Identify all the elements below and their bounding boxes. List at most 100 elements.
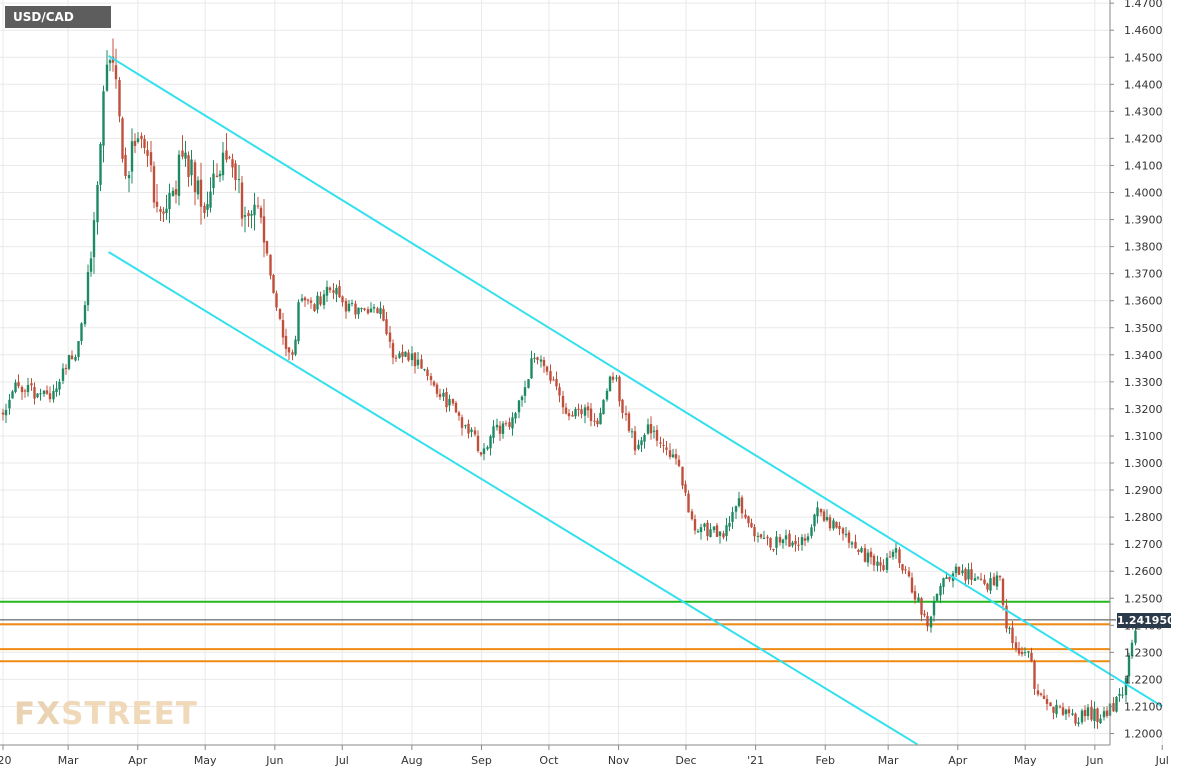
candle-body-down <box>133 140 137 146</box>
candle-body-up <box>1055 704 1058 715</box>
candle-body-down <box>986 583 989 590</box>
candle-body-down <box>149 152 153 166</box>
candle-body-down <box>561 395 565 408</box>
candle-body-down <box>467 423 470 434</box>
candle-body-up <box>1130 642 1134 656</box>
candle-body-up <box>206 203 209 210</box>
candle-body-down <box>555 379 558 387</box>
candle-body-up <box>470 429 473 433</box>
candle-body-down <box>225 150 228 160</box>
candle-body-up <box>756 535 760 537</box>
candle-body-down <box>313 304 316 312</box>
candle-body-down <box>983 579 986 584</box>
candle-body-down <box>693 519 697 531</box>
candle-body-down <box>420 359 423 369</box>
candle-body-down <box>1061 707 1065 715</box>
candle-body-up <box>945 577 948 579</box>
candle-body-up <box>218 173 222 177</box>
candle-body-down <box>835 522 838 528</box>
candle-body-down <box>722 533 725 538</box>
candle-body-down <box>354 303 357 315</box>
trendline-channel-lower <box>108 251 918 746</box>
candle-body-down <box>1096 708 1099 723</box>
candle-body-up <box>39 393 42 395</box>
channel-trendlines <box>108 55 1163 746</box>
candle-body-down <box>1036 690 1040 695</box>
candle-body-up <box>1115 697 1118 712</box>
candle-body-down <box>20 386 24 393</box>
candle-body-down <box>854 541 857 549</box>
candle-body-down <box>1052 706 1055 713</box>
candle-body-down <box>287 347 291 353</box>
candle-body-down <box>193 162 197 193</box>
candle-body-up <box>86 272 90 306</box>
candle-body-up <box>891 551 895 557</box>
candle-body-up <box>347 303 351 312</box>
candle-body-up <box>832 520 835 529</box>
y-tick-label: 1.4300 <box>1124 105 1163 118</box>
candle-body-down <box>687 493 690 513</box>
candle-body-down <box>1001 578 1005 606</box>
candle-body-down <box>275 293 278 308</box>
candle-body-down <box>1105 710 1109 716</box>
candle-body-down <box>140 135 143 140</box>
candlestick-series <box>1 38 1137 729</box>
candle-body-down <box>388 332 392 342</box>
candle-body-up <box>1102 711 1106 718</box>
candle-body-up <box>976 577 980 579</box>
current-price-tag: 1.241950 <box>1117 613 1175 628</box>
y-tick-label: 1.4700 <box>1124 0 1163 10</box>
candle-body-up <box>709 529 712 538</box>
candle-body-up <box>398 353 401 358</box>
candle-body-up <box>671 454 675 458</box>
candle-body-up <box>221 152 225 176</box>
candle-body-down <box>363 308 366 310</box>
candle-body-down <box>744 514 747 518</box>
candle-body-down <box>435 384 439 394</box>
candle-body-down <box>611 376 615 380</box>
x-tick-label: Apr <box>128 754 148 767</box>
candle-body-down <box>674 454 678 459</box>
y-tick-label: 1.4600 <box>1124 24 1163 37</box>
x-tick-label: Jun <box>265 754 283 767</box>
candle-body-down <box>926 615 929 627</box>
candle-body-down <box>618 376 621 402</box>
candle-body-up <box>297 302 300 342</box>
candle-body-down <box>70 355 74 360</box>
candle-body-down <box>262 216 266 243</box>
candle-body-up <box>74 356 77 361</box>
x-tick-label: Apr <box>948 754 968 767</box>
trendline-channel-upper <box>108 55 1163 708</box>
candle-body-up <box>725 525 728 537</box>
candle-body-down <box>152 166 156 203</box>
candle-body-up <box>379 308 382 315</box>
x-tick-label: '20 <box>0 754 12 767</box>
candle-body-up <box>630 431 634 433</box>
candle-body-up <box>514 413 517 419</box>
candle-body-up <box>954 566 958 574</box>
candle-body-up <box>8 399 11 409</box>
candle-body-up <box>1064 709 1068 715</box>
candle-body-up <box>130 141 134 172</box>
x-tick-label: Mar <box>878 754 899 767</box>
candle-body-up <box>800 537 804 545</box>
candle-body-up <box>42 390 46 394</box>
y-tick-label: 1.3400 <box>1124 349 1163 362</box>
candle-body-down <box>1030 652 1033 662</box>
candle-body-down <box>33 387 36 399</box>
candle-body-down <box>1090 706 1093 720</box>
candle-body-down <box>665 447 668 450</box>
candle-body-up <box>781 539 785 544</box>
candle-body-down <box>659 442 662 444</box>
candle-body-up <box>369 308 373 313</box>
candle-body-up <box>762 537 766 540</box>
candle-body-down <box>376 308 379 314</box>
candle-body-up <box>643 434 646 442</box>
candle-body-down <box>429 376 433 381</box>
y-tick-label: 1.3800 <box>1124 241 1163 254</box>
candle-body-up <box>517 400 521 413</box>
candle-body-up <box>55 388 58 393</box>
candle-body-up <box>712 526 716 531</box>
candle-body-down <box>904 569 907 571</box>
